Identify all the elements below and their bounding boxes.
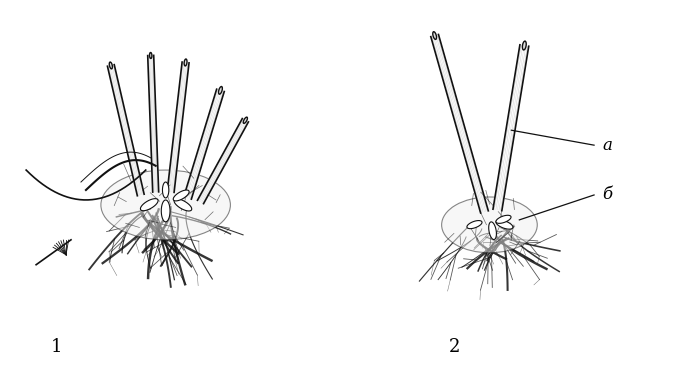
Ellipse shape	[441, 197, 537, 253]
Polygon shape	[496, 220, 513, 229]
Text: а: а	[602, 136, 612, 154]
Polygon shape	[197, 118, 248, 204]
Text: 2: 2	[449, 338, 460, 356]
Ellipse shape	[109, 62, 112, 69]
Polygon shape	[140, 199, 158, 211]
Polygon shape	[161, 200, 170, 222]
Ellipse shape	[432, 32, 437, 39]
Polygon shape	[163, 182, 169, 198]
Ellipse shape	[101, 170, 231, 240]
Text: б: б	[602, 186, 612, 203]
Ellipse shape	[243, 117, 248, 123]
Polygon shape	[167, 62, 189, 193]
Ellipse shape	[150, 53, 152, 59]
Polygon shape	[174, 199, 192, 211]
Polygon shape	[431, 35, 488, 213]
Polygon shape	[489, 222, 496, 240]
Ellipse shape	[184, 59, 187, 66]
Polygon shape	[184, 89, 224, 199]
Polygon shape	[107, 65, 144, 196]
Text: 1: 1	[50, 338, 62, 356]
Ellipse shape	[522, 41, 526, 50]
Polygon shape	[496, 215, 511, 223]
Polygon shape	[493, 45, 529, 211]
Polygon shape	[148, 55, 158, 192]
Polygon shape	[173, 190, 189, 201]
Polygon shape	[467, 221, 482, 229]
Ellipse shape	[218, 86, 222, 94]
